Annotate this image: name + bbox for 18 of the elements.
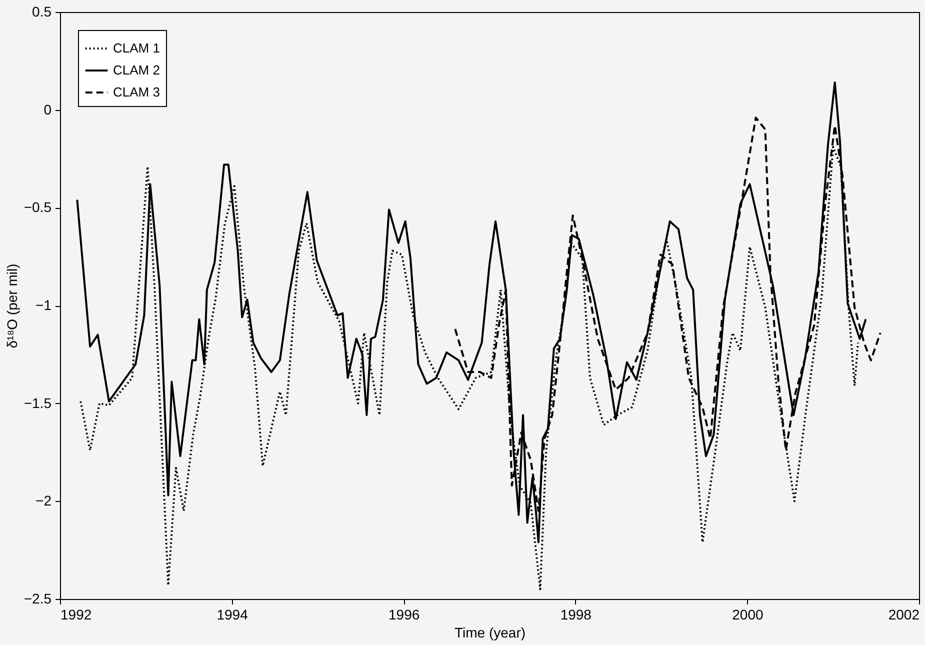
y-tick-label: −2 [36,492,52,509]
x-tick-label: 1996 [388,606,420,622]
x-tick-label: 1992 [60,606,92,622]
y-tick-label: −2.5 [24,590,52,606]
x-tick-label: 1998 [560,606,592,622]
y-tick-label: 0 [44,101,52,118]
y-tick-label: 0.5 [32,4,52,20]
x-tick-label: 2002 [888,606,920,622]
y-tick-label: −1.5 [24,394,52,411]
legend-label: CLAM 2 [113,62,160,78]
x-tick-label: 1994 [216,606,248,622]
y-tick-label: −0.5 [24,199,52,216]
legend-label: CLAM 3 [113,84,160,100]
y-tick-label: −1 [36,297,52,313]
x-tick-label: 2000 [732,606,764,622]
y-axis-title: δ¹⁸O (per mil) [4,264,20,348]
x-axis-title: Time (year) [454,624,526,640]
legend-label: CLAM 1 [113,40,160,56]
